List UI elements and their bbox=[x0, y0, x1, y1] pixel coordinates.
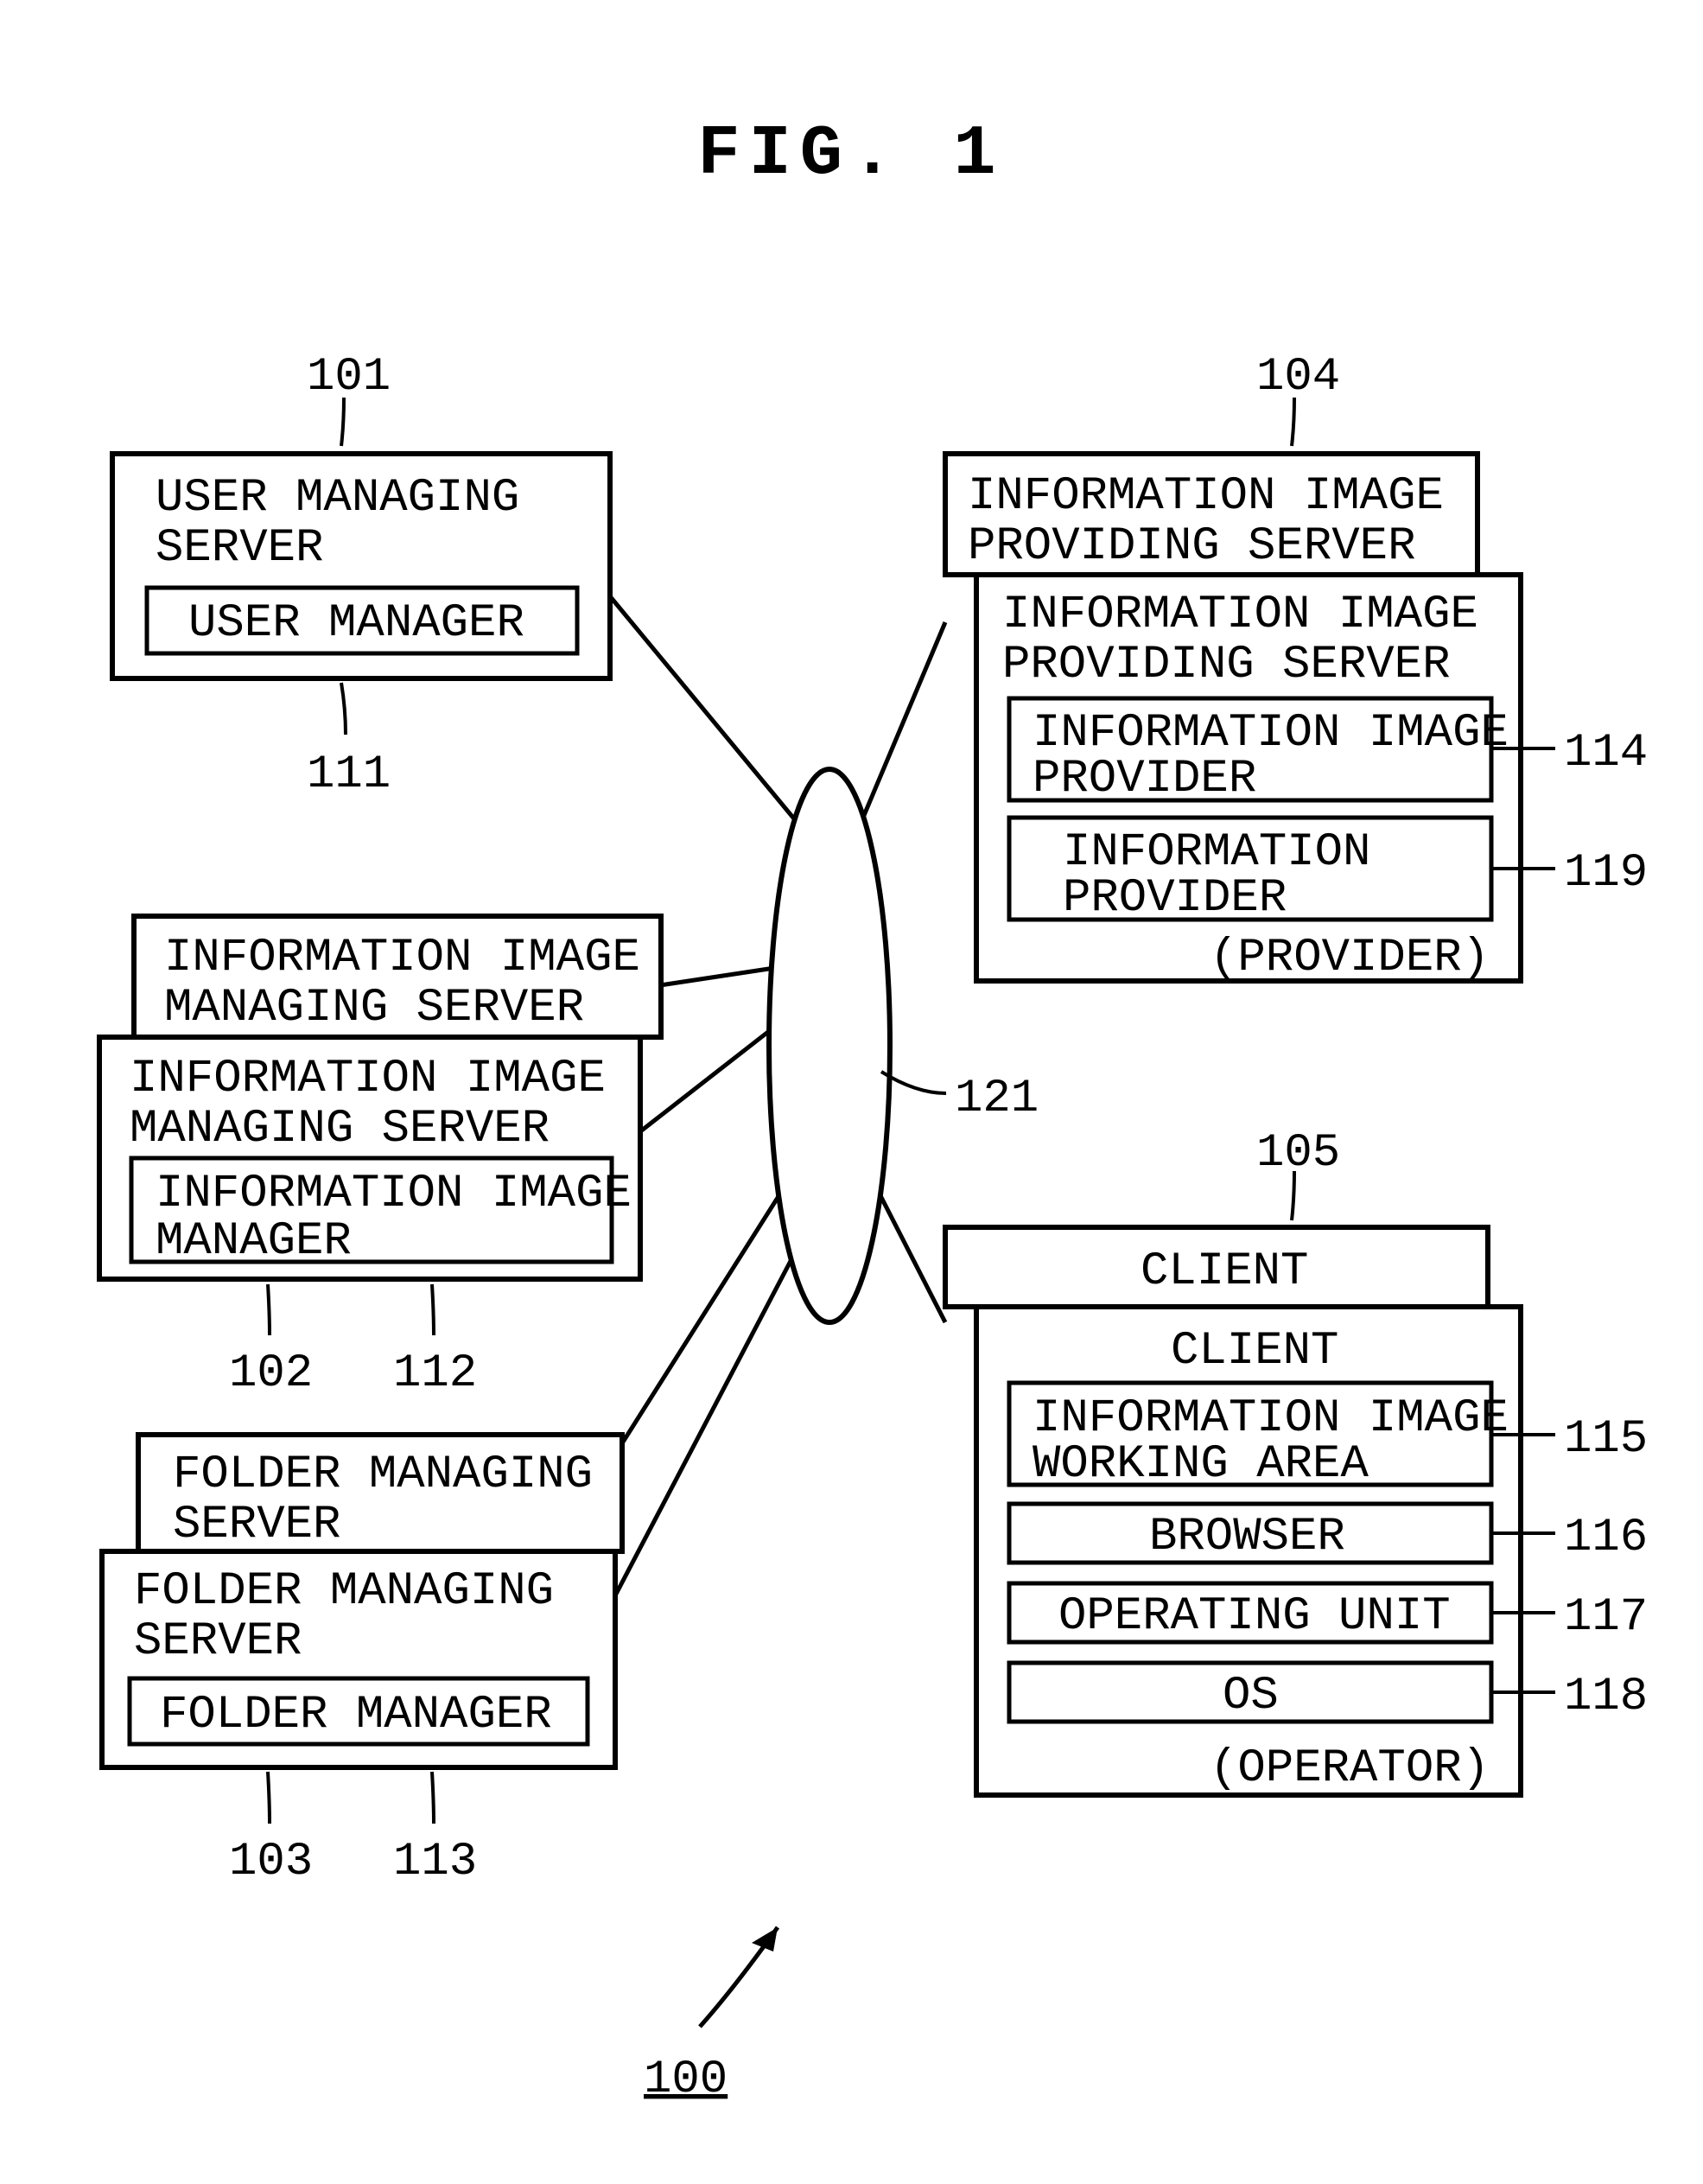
info-prov-inner2-2: PROVIDER bbox=[1063, 872, 1287, 925]
info-prov-role: (PROVIDER) bbox=[1210, 932, 1490, 984]
user-manager-label: USER MANAGER bbox=[188, 597, 524, 650]
client-inner4-ref: 118 bbox=[1564, 1671, 1648, 1723]
client-inner2-ref: 116 bbox=[1564, 1512, 1648, 1564]
network-node bbox=[769, 769, 890, 1322]
client-inner2: BROWSER bbox=[1149, 1511, 1345, 1563]
info-prov-ref: 104 bbox=[1256, 351, 1340, 404]
edge-user-server bbox=[610, 596, 801, 827]
info-mgr-back-title-2: MANAGING SERVER bbox=[164, 982, 584, 1035]
info-prov-inner1-2: PROVIDER bbox=[1033, 753, 1256, 805]
client-inner1-2: WORKING AREA bbox=[1033, 1438, 1369, 1491]
info-prov-back-title-2: PROVIDING SERVER bbox=[968, 520, 1415, 573]
edge-info-mgr-front bbox=[639, 1028, 772, 1132]
network-ref: 121 bbox=[955, 1073, 1039, 1125]
info-mgr-inner-1: INFORMATION IMAGE bbox=[156, 1168, 632, 1220]
info-prov-front-title-2: PROVIDING SERVER bbox=[1002, 639, 1450, 691]
system-ref: 100 bbox=[644, 2053, 728, 2106]
info-prov-inner1-1: INFORMATION IMAGE bbox=[1033, 707, 1509, 760]
diagram-canvas: FIG. 1 121 USER MANAGING SERVER USER MAN… bbox=[0, 0, 1703, 2184]
info-prov-front-title-1: INFORMATION IMAGE bbox=[1002, 589, 1478, 641]
client-role: (OPERATOR) bbox=[1210, 1742, 1490, 1795]
client-inner1-ref: 115 bbox=[1564, 1413, 1648, 1466]
info-prov-back-title-1: INFORMATION IMAGE bbox=[968, 470, 1444, 523]
client-node: CLIENT CLIENT INFORMATION IMAGE WORKING … bbox=[945, 1127, 1648, 1795]
info-image-mgr-node: INFORMATION IMAGE MANAGING SERVER INFORM… bbox=[99, 916, 661, 1400]
info-mgr-inner-2: MANAGER bbox=[156, 1215, 352, 1268]
user-server-ref: 101 bbox=[307, 351, 391, 404]
client-inner3: OPERATING UNIT bbox=[1058, 1590, 1451, 1643]
user-server-title-2: SERVER bbox=[156, 522, 323, 575]
info-mgr-inner-ref: 112 bbox=[393, 1347, 477, 1400]
folder-mgr-inner-ref: 113 bbox=[393, 1836, 477, 1888]
client-front-title: CLIENT bbox=[1171, 1325, 1338, 1378]
user-manager-ref: 111 bbox=[307, 748, 391, 801]
folder-mgr-node: FOLDER MANAGING SERVER FOLDER MANAGING S… bbox=[102, 1435, 622, 1888]
edge-info-provider bbox=[858, 622, 945, 830]
client-inner4: OS bbox=[1223, 1670, 1279, 1722]
folder-back-title-2: SERVER bbox=[173, 1499, 340, 1551]
folder-back-title-1: FOLDER MANAGING bbox=[173, 1449, 593, 1501]
system-ref-arrow: 100 bbox=[644, 1927, 778, 2106]
info-mgr-front-title-2: MANAGING SERVER bbox=[130, 1103, 550, 1156]
client-inner1-1: INFORMATION IMAGE bbox=[1033, 1392, 1509, 1445]
info-prov-inner2-1: INFORMATION bbox=[1063, 826, 1370, 879]
folder-mgr-label: FOLDER MANAGER bbox=[160, 1689, 552, 1741]
info-prov-inner1-ref: 114 bbox=[1564, 727, 1648, 780]
user-server-node: USER MANAGING SERVER USER MANAGER 101 11… bbox=[112, 351, 610, 801]
info-mgr-ref: 102 bbox=[229, 1347, 313, 1400]
figure-title: FIG. 1 bbox=[697, 114, 1004, 194]
folder-front-title-2: SERVER bbox=[134, 1615, 302, 1668]
folder-mgr-ref: 103 bbox=[229, 1836, 313, 1888]
client-ref: 105 bbox=[1256, 1127, 1340, 1180]
edge-info-mgr-back bbox=[660, 968, 774, 985]
client-inner3-ref: 117 bbox=[1564, 1591, 1648, 1644]
client-back-title: CLIENT bbox=[1141, 1245, 1308, 1298]
edge-folder-front bbox=[613, 1245, 799, 1599]
user-server-title-1: USER MANAGING bbox=[156, 472, 519, 525]
info-mgr-front-title-1: INFORMATION IMAGE bbox=[130, 1053, 606, 1105]
info-prov-inner2-ref: 119 bbox=[1564, 847, 1648, 900]
info-mgr-back-title-1: INFORMATION IMAGE bbox=[164, 932, 640, 984]
info-provider-node: INFORMATION IMAGE PROVIDING SERVER INFOR… bbox=[945, 351, 1648, 984]
folder-front-title-1: FOLDER MANAGING bbox=[134, 1565, 554, 1618]
